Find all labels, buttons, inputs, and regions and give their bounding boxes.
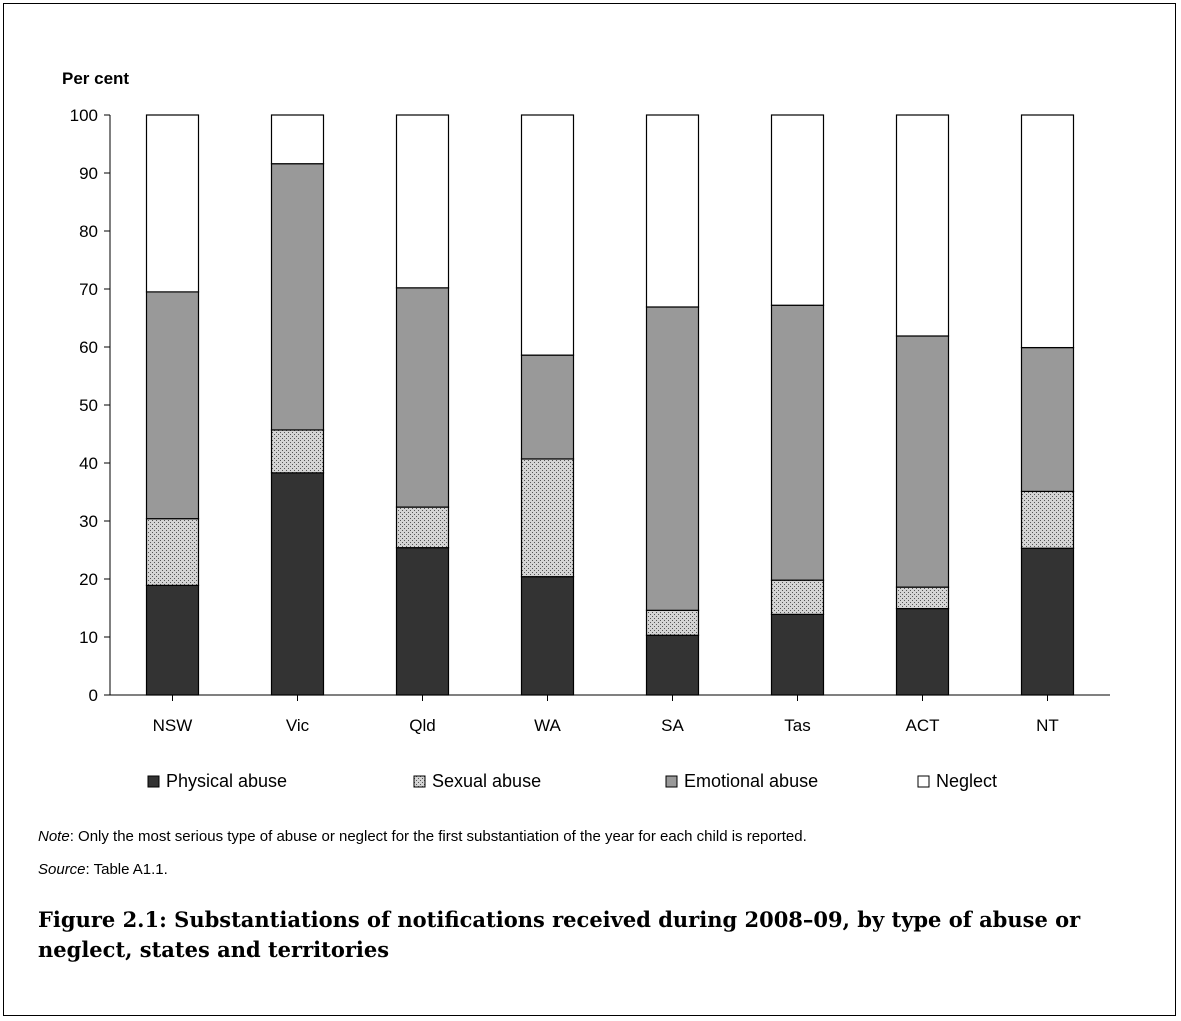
bar-segment-physical-abuse-nsw xyxy=(145,584,200,696)
x-tick-label: Qld xyxy=(409,716,435,735)
note-label: Note xyxy=(38,828,70,845)
bar-segment-emotional-abuse-nsw xyxy=(145,291,200,520)
x-tick-label: SA xyxy=(661,716,684,735)
bar-segment-physical-abuse-vic xyxy=(270,472,325,696)
y-tick-label: 0 xyxy=(89,686,98,705)
bar-segment-neglect-sa xyxy=(645,114,700,308)
bar-segment-physical-abuse-qld xyxy=(395,547,450,696)
chart-source: Source: Table A1.1. xyxy=(38,861,168,878)
y-tick-label: 20 xyxy=(79,570,98,589)
legend-swatch-neglect xyxy=(917,775,930,788)
bar-segment-physical-abuse-tas xyxy=(770,613,825,696)
y-tick-label: 60 xyxy=(79,338,98,357)
y-tick-label: 30 xyxy=(79,512,98,531)
bar-segment-emotional-abuse-sa xyxy=(645,306,700,611)
y-axis-title: Per cent xyxy=(62,69,129,88)
bar-segment-neglect-vic xyxy=(270,114,325,165)
bar-segment-sexual-abuse-qld xyxy=(395,506,450,549)
bar-segment-sexual-abuse-vic xyxy=(270,429,325,474)
bar-segment-emotional-abuse-qld xyxy=(395,287,450,508)
x-tick-label: WA xyxy=(534,716,561,735)
legend-swatch-physical-abuse xyxy=(147,775,160,788)
bar-segment-physical-abuse-nt xyxy=(1020,547,1075,696)
source-label: Source xyxy=(38,861,86,878)
legend-label-emotional-abuse: Emotional abuse xyxy=(684,771,818,791)
axes: 0 10 20 30 40 50 60 70 80 90 100 xyxy=(70,106,1110,705)
note-text: : Only the most serious type of abuse or… xyxy=(69,828,807,845)
bar-segment-neglect-wa xyxy=(520,114,575,356)
x-tick-label: Tas xyxy=(784,716,810,735)
bar-segment-neglect-nt xyxy=(1020,114,1075,349)
stacked-bar-chart: Per cent 0 10 20 30 40 50 60 70 80 90 100 NSW Vic Ql… xyxy=(62,69,1110,791)
legend: Physical abuse Sexual abuse Emotional abus… xyxy=(147,771,997,791)
bar-segment-emotional-abuse-vic xyxy=(270,163,325,431)
y-tick-label: 90 xyxy=(79,164,98,183)
source-text: : Table A1.1. xyxy=(85,861,168,878)
bar-segment-physical-abuse-wa xyxy=(520,576,575,696)
bar-segment-sexual-abuse-nt xyxy=(1020,490,1075,549)
bars xyxy=(145,114,1075,696)
bar-segment-emotional-abuse-nt xyxy=(1020,346,1075,493)
x-tick-label: NT xyxy=(1036,716,1059,735)
legend-label-neglect: Neglect xyxy=(936,771,997,791)
bar-segment-sexual-abuse-wa xyxy=(520,458,575,578)
legend-swatch-emotional-abuse xyxy=(665,775,678,788)
figure-caption: Figure 2.1: Substantiations of notificat… xyxy=(38,907,1081,962)
bar-segment-physical-abuse-sa xyxy=(645,634,700,696)
y-tick-label: 70 xyxy=(79,280,98,299)
x-tick-label: ACT xyxy=(906,716,940,735)
bar-segment-physical-abuse-act xyxy=(895,607,950,696)
y-tick-label: 40 xyxy=(79,454,98,473)
y-tick-label: 10 xyxy=(79,628,98,647)
bar-segment-neglect-nsw xyxy=(145,114,200,293)
bar-segment-neglect-tas xyxy=(770,114,825,306)
figure-frame xyxy=(3,3,1176,1016)
y-tick-label: 100 xyxy=(70,106,98,125)
bar-segment-sexual-abuse-tas xyxy=(770,579,825,615)
y-tick-label: 50 xyxy=(79,396,98,415)
bar-segment-emotional-abuse-act xyxy=(895,335,950,588)
y-tick-label: 80 xyxy=(79,222,98,241)
chart-note: Note: Only the most serious type of abus… xyxy=(38,828,807,845)
x-tick-label: Vic xyxy=(286,716,310,735)
legend-label-sexual-abuse: Sexual abuse xyxy=(432,771,541,791)
bar-segment-sexual-abuse-act xyxy=(895,586,950,610)
legend-label-physical-abuse: Physical abuse xyxy=(166,771,287,791)
x-tick-label: NSW xyxy=(153,716,193,735)
x-tick-labels: NSW Vic Qld WA SA Tas ACT NT xyxy=(153,695,1059,735)
legend-swatch-sexual-abuse xyxy=(413,775,426,788)
bar-segment-neglect-act xyxy=(895,114,950,337)
bar-segment-neglect-qld xyxy=(395,114,450,289)
bar-segment-sexual-abuse-nsw xyxy=(145,518,200,586)
bar-segment-emotional-abuse-wa xyxy=(520,354,575,460)
bar-segment-sexual-abuse-sa xyxy=(645,609,700,636)
bar-segment-emotional-abuse-tas xyxy=(770,304,825,581)
